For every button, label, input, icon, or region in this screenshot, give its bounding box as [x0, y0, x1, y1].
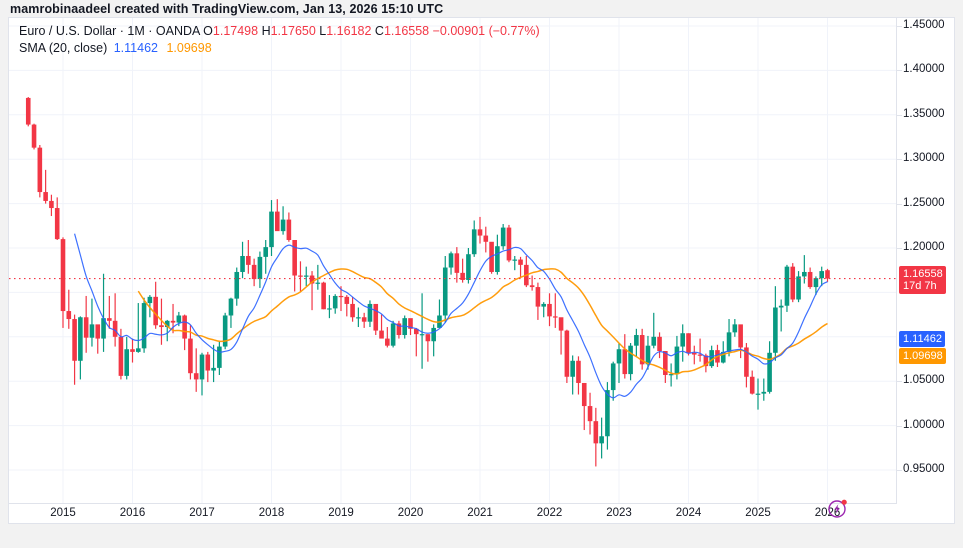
time-tick-label: 2017: [189, 507, 215, 519]
price-tick-mark: [897, 159, 902, 161]
lightning-bolt-badge-svg: [828, 499, 847, 518]
price-scale[interactable]: 1.45000 1.40000 1.35000 1.30000 1.25000 1.200…: [896, 18, 954, 505]
price-tick-label: 1.45000: [903, 19, 945, 31]
price-tick-label: 0.95000: [903, 463, 945, 475]
sma-line-orange: [137, 268, 828, 375]
time-tick-label: 2018: [258, 507, 285, 519]
time-tick-label: 2019: [328, 507, 354, 519]
lightning-bolt-badge-icon[interactable]: [827, 497, 849, 519]
candlestick-series: [25, 97, 830, 467]
time-tick-label: 2016: [119, 507, 146, 519]
sma-series: [74, 233, 828, 399]
grid-lines: [9, 18, 897, 505]
time-tick-label: 2022: [536, 507, 563, 519]
price-tick-label: 1.35000: [903, 107, 945, 120]
price-tick-mark: [897, 248, 902, 249]
price-tick-label: 1.20000: [903, 241, 945, 253]
sma-blue-price-tag[interactable]: 1.11462: [899, 331, 945, 347]
last-price-tag[interactable]: 1.16558 17d 7h: [899, 265, 946, 294]
time-tick-label: 2021: [467, 507, 493, 519]
bar-countdown: 17d 7h: [903, 279, 937, 292]
price-tick-label: 1.00000: [903, 418, 945, 431]
time-tick-label: 2020: [397, 507, 424, 519]
price-tick-label: 1.30000: [903, 152, 945, 165]
price-tick-mark: [897, 203, 902, 205]
price-tick-mark: [897, 114, 902, 116]
sma-line-blue: [74, 233, 828, 399]
sma-orange-price-tag[interactable]: 1.09698: [899, 348, 946, 364]
attribution-text: mamrobinaadeel created with TradingView.…: [10, 2, 444, 16]
price-tick-mark: [897, 70, 902, 72]
price-tick-mark: [897, 381, 902, 383]
price-tick-mark: [897, 470, 902, 471]
time-scale[interactable]: 2015 2016 2017 2018 2019 2020 2021 2022 2023 2024…: [9, 503, 897, 523]
chart-frame: Euro / U.S. Dollar · 1M · OANDA O1.17498…: [8, 17, 955, 524]
time-tick-label: 2023: [606, 507, 632, 519]
time-tick-label: 2025: [745, 507, 771, 519]
last-price-value: 1.16558: [903, 267, 943, 280]
chart-plot-area[interactable]: [9, 18, 897, 505]
price-tick-label: 1.05000: [903, 374, 945, 387]
price-tick-label: 1.40000: [903, 63, 945, 76]
price-tick-mark: [897, 425, 902, 427]
chart-svg: [9, 18, 897, 505]
time-tick-label: 2024: [675, 507, 702, 519]
price-tick-label: 1.25000: [903, 196, 945, 209]
time-tick-label: 2015: [50, 507, 76, 519]
price-tick-mark: [897, 26, 902, 27]
